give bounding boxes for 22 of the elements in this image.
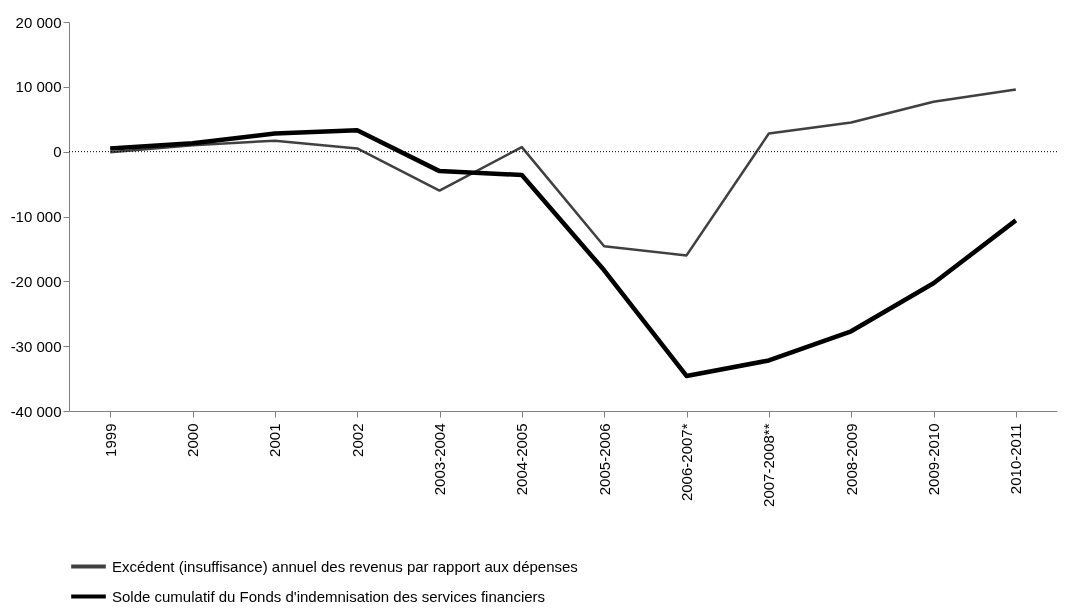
x-tick-label: 2009-2010 xyxy=(925,423,942,496)
x-tick-label: 1999 xyxy=(101,423,119,457)
x-tick-label: 2004-2005 xyxy=(513,423,531,496)
x-tick-label: 2010-2011 xyxy=(1007,423,1025,495)
y-tick-label: -30 000 xyxy=(10,337,62,355)
y-tick-label: 20 000 xyxy=(15,13,62,31)
x-tick-label: 2003-2004 xyxy=(431,423,448,496)
line-series xyxy=(108,88,1018,257)
x-tick-label: 2001 xyxy=(266,423,284,457)
x-tick-label: 2007-2008** xyxy=(760,423,778,507)
x-tick-label: 2000 xyxy=(184,423,201,457)
y-tick-label: -40 000 xyxy=(10,402,62,420)
y-tick-label: 10 000 xyxy=(15,78,62,96)
legend-label: Excédent (insuffisance) annuel des revenus par rapport aux dépenses xyxy=(112,557,578,575)
x-tick-label: 2002 xyxy=(348,423,366,457)
legend-label: Solde cumulatif du Fonds d'indemnisation des services financiers xyxy=(112,587,546,605)
y-tick-label: -20 000 xyxy=(10,272,62,290)
x-tick-label: 2008-2009 xyxy=(842,423,860,496)
y-tick-label: -10 000 xyxy=(10,208,62,225)
x-tick-label: 2006-2007* xyxy=(678,423,695,502)
y-tick-label: 0 xyxy=(53,143,62,161)
x-tick-label: 2005-2006 xyxy=(595,423,613,496)
